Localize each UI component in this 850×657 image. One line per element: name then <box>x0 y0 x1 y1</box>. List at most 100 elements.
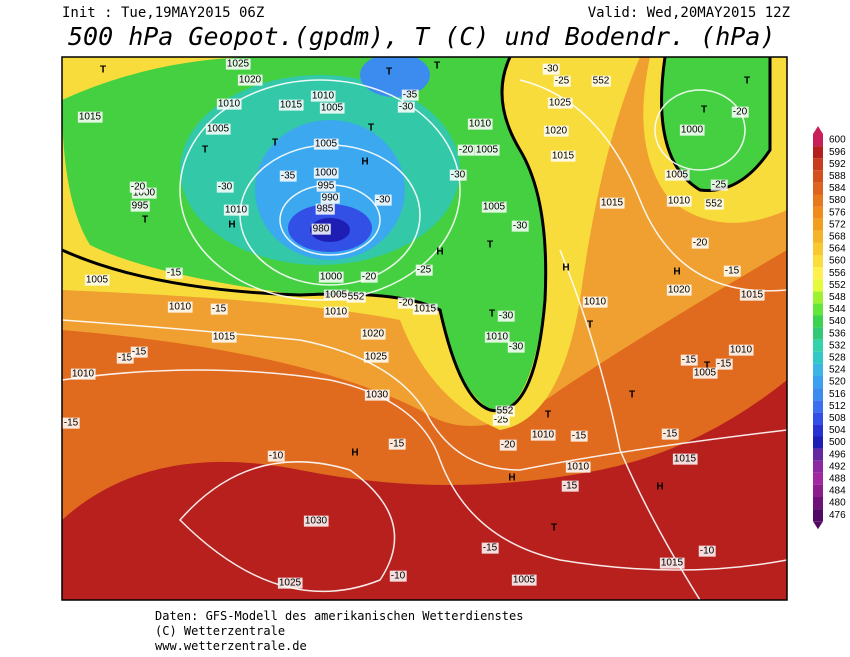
footer-line: Daten: GFS-Modell des amerikanischen Wet… <box>155 609 523 623</box>
label-box <box>116 352 134 364</box>
colorbar-swatch <box>813 206 823 219</box>
label-box <box>70 368 96 380</box>
label-box <box>210 303 228 315</box>
isoline-label: 1005 <box>321 103 344 114</box>
label-box <box>497 310 515 322</box>
pressure-center: T <box>701 105 707 116</box>
label-box <box>167 301 193 313</box>
label-box <box>277 577 303 589</box>
label-box <box>481 542 499 554</box>
label-box <box>130 346 148 358</box>
isoline-label: 1030 <box>366 390 389 401</box>
colorbar-label: 556 <box>829 268 846 279</box>
isoline-label: 1005 <box>325 290 348 301</box>
label-box <box>698 545 716 557</box>
colorbar-swatch <box>813 158 823 171</box>
isoline-label: 552 <box>348 292 365 303</box>
pressure-center: H <box>656 482 663 493</box>
isoline-label: 1015 <box>552 151 575 162</box>
label-box <box>363 351 389 363</box>
label-box <box>320 192 340 204</box>
label-box <box>484 331 510 343</box>
label-box <box>303 515 329 527</box>
colorbar-swatch <box>813 255 823 268</box>
pressure-center: T <box>434 61 440 72</box>
label-box <box>550 150 576 162</box>
label-box <box>710 179 728 191</box>
label-box <box>715 358 733 370</box>
label-box <box>530 429 556 441</box>
isoline-label: 1010 <box>730 345 753 356</box>
isoline-label: 1020 <box>668 285 691 296</box>
isoline-label: -15 <box>563 481 578 492</box>
pressure-center: T <box>587 320 593 331</box>
colorbar-label: 484 <box>829 486 846 497</box>
label-box <box>511 574 537 586</box>
isoline-label: 1010 <box>169 302 192 313</box>
isoline-label: -25 <box>555 76 570 87</box>
isoline-label: 1010 <box>218 99 241 110</box>
label-box <box>310 90 336 102</box>
label-box <box>397 297 415 309</box>
isoline-label: 1010 <box>486 332 509 343</box>
label-box <box>205 123 231 135</box>
isoline-label: -15 <box>390 439 405 450</box>
pressure-center: T <box>142 215 148 226</box>
isoline-label: -15 <box>663 429 678 440</box>
colorbar-label: 568 <box>829 231 846 242</box>
label-box <box>313 167 339 179</box>
isoline-label: -15 <box>682 355 697 366</box>
colorbar-cap <box>813 126 823 134</box>
colorbar-swatch <box>813 509 823 522</box>
isoline-label: -15 <box>725 266 740 277</box>
pressure-center: T <box>487 240 493 251</box>
colorbar-label: 488 <box>829 473 846 484</box>
label-box <box>311 223 331 235</box>
label-box <box>728 344 754 356</box>
colorbar-swatch <box>813 363 823 376</box>
pressure-center: T <box>386 67 392 78</box>
colorbar-label: 560 <box>829 256 846 267</box>
isoline-label: -15 <box>64 418 79 429</box>
label-box <box>62 417 80 429</box>
pressure-center: T <box>368 123 374 134</box>
isoline-label: 1005 <box>666 170 689 181</box>
label-box <box>704 198 724 210</box>
label-box <box>495 405 515 417</box>
label-box <box>570 430 588 442</box>
label-box <box>499 439 517 451</box>
colorbar-label: 548 <box>829 292 846 303</box>
colorbar-swatch <box>813 267 823 280</box>
colorbar-label: 516 <box>829 389 846 400</box>
pressure-center: H <box>361 157 368 168</box>
label-box <box>279 170 297 182</box>
label-box <box>723 265 741 277</box>
colorbar-swatch <box>813 134 823 147</box>
label-box <box>739 289 765 301</box>
colorbar-label: 584 <box>829 183 846 194</box>
label-box <box>318 271 344 283</box>
pressure-center: H <box>351 448 358 459</box>
colorbar-swatch <box>813 448 823 461</box>
label-box <box>507 341 525 353</box>
isoline-label: -15 <box>212 304 227 315</box>
colorbar-label: 544 <box>829 304 846 315</box>
colorbar-label: 500 <box>829 437 846 448</box>
label-box <box>278 99 304 111</box>
isoline-label: 1005 <box>315 139 338 150</box>
label-box <box>401 89 419 101</box>
colorbar-label: 496 <box>829 449 846 460</box>
isoline-label: 980 <box>313 224 330 235</box>
valid-time: Valid: Wed,20MAY2015 12Z <box>588 5 790 21</box>
isoline-label: 1015 <box>280 100 303 111</box>
colorbar-swatch <box>813 146 823 159</box>
label-box <box>346 291 366 303</box>
pressure-center: H <box>228 220 235 231</box>
colorbar-label: 580 <box>829 195 846 206</box>
label-box <box>492 414 510 426</box>
label-box <box>661 428 679 440</box>
label-box <box>672 453 698 465</box>
isoline-label: -25 <box>494 415 509 426</box>
colorbar-cap <box>813 521 823 530</box>
